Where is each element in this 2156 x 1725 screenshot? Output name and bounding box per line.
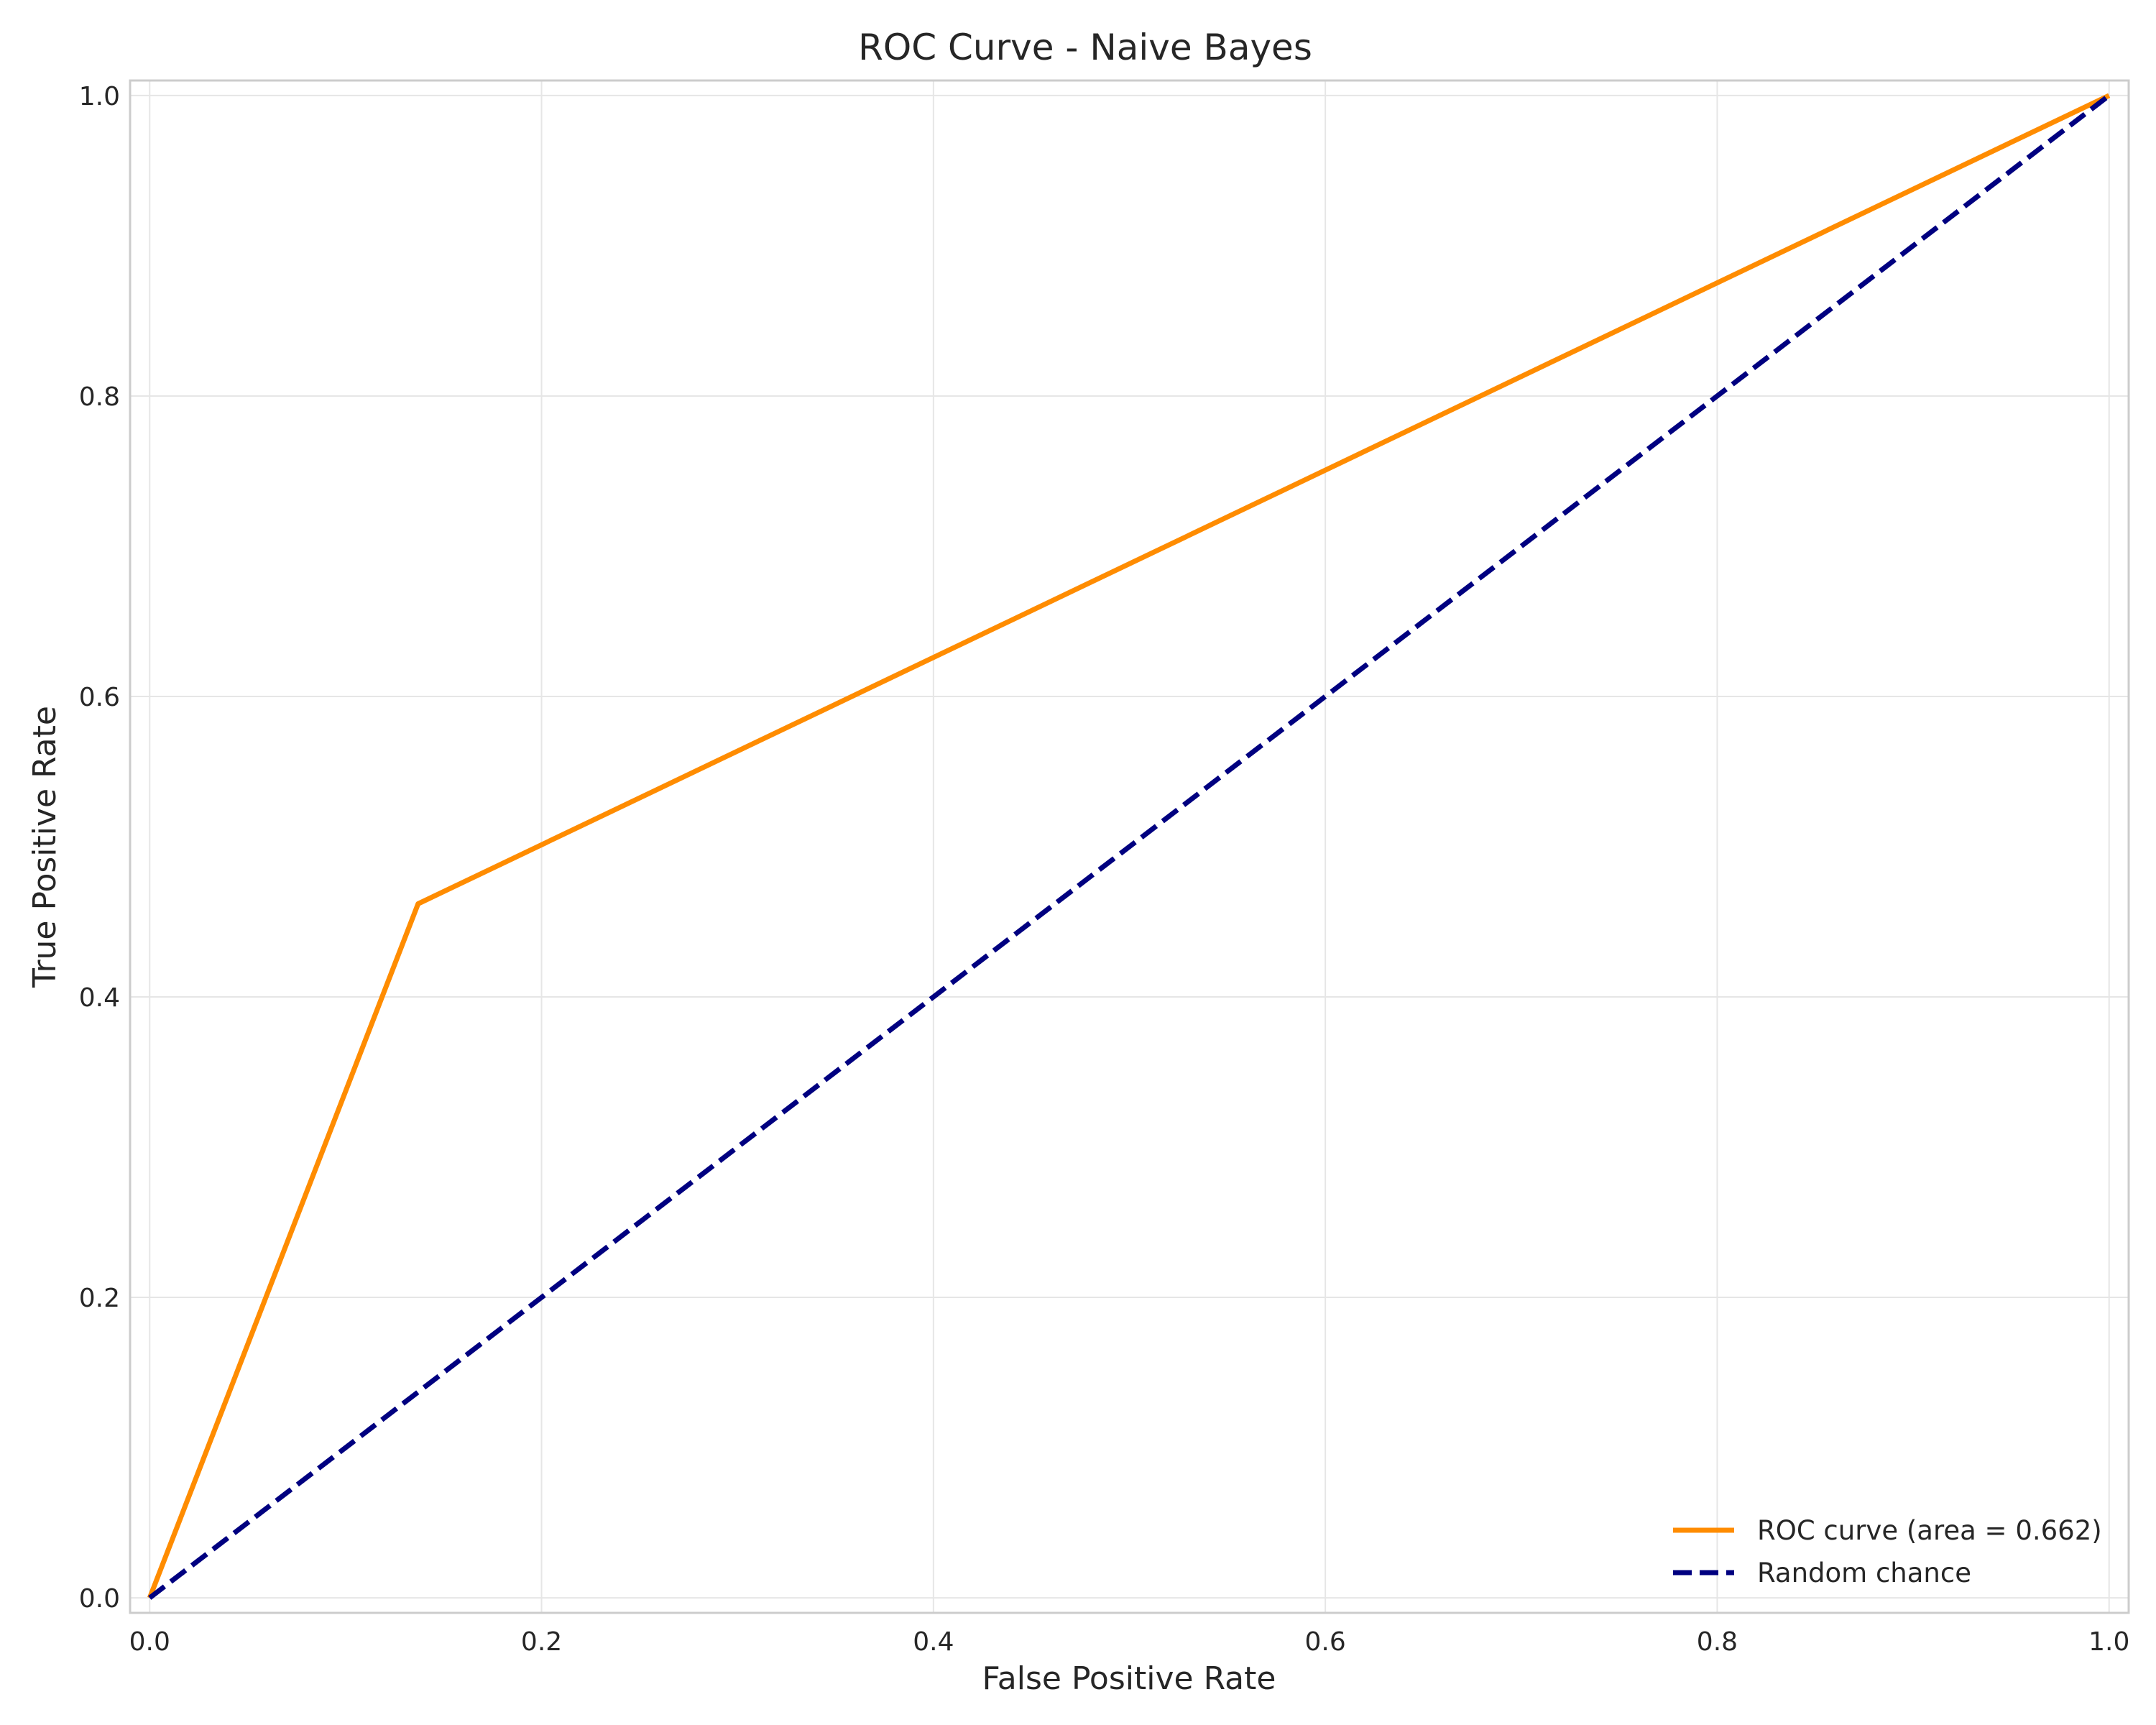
y-tick-label: 0.6 xyxy=(79,683,120,712)
roc-curve-line xyxy=(147,93,2111,1599)
grid xyxy=(130,80,2129,1613)
y-tick-label: 1.0 xyxy=(79,82,120,111)
x-axis-label: False Positive Rate xyxy=(982,1660,1276,1697)
plot-frame xyxy=(129,79,2130,1614)
y-tick-label: 0.0 xyxy=(79,1584,120,1614)
chart-title: ROC Curve - Naive Bayes xyxy=(858,27,1312,68)
legend: ROC curve (area = 0.662) Random chance xyxy=(1673,1515,2102,1588)
x-tick-label: 0.0 xyxy=(129,1627,170,1657)
random-chance-line xyxy=(148,93,2111,1600)
x-tick-label: 1.0 xyxy=(2088,1627,2129,1657)
legend-label-roc-curve: ROC curve (area = 0.662) xyxy=(1757,1515,2102,1546)
y-tick-label: 0.4 xyxy=(79,983,120,1013)
tick-labels: 0.0 0.2 0.4 0.6 0.8 1.0 0.0 0.2 0.4 0.6 0.8 1.0 xyxy=(79,82,2130,1657)
x-tick-label: 0.6 xyxy=(1305,1627,1346,1657)
x-tick-label: 0.8 xyxy=(1697,1627,1738,1657)
y-axis-label: True Positive Rate xyxy=(27,706,63,988)
x-tick-label: 0.2 xyxy=(521,1627,562,1657)
series-layer xyxy=(147,93,2111,1600)
x-tick-label: 0.4 xyxy=(913,1627,954,1657)
legend-label-random-chance: Random chance xyxy=(1757,1558,1971,1588)
y-tick-label: 0.8 xyxy=(79,382,120,412)
y-tick-label: 0.2 xyxy=(79,1284,120,1313)
